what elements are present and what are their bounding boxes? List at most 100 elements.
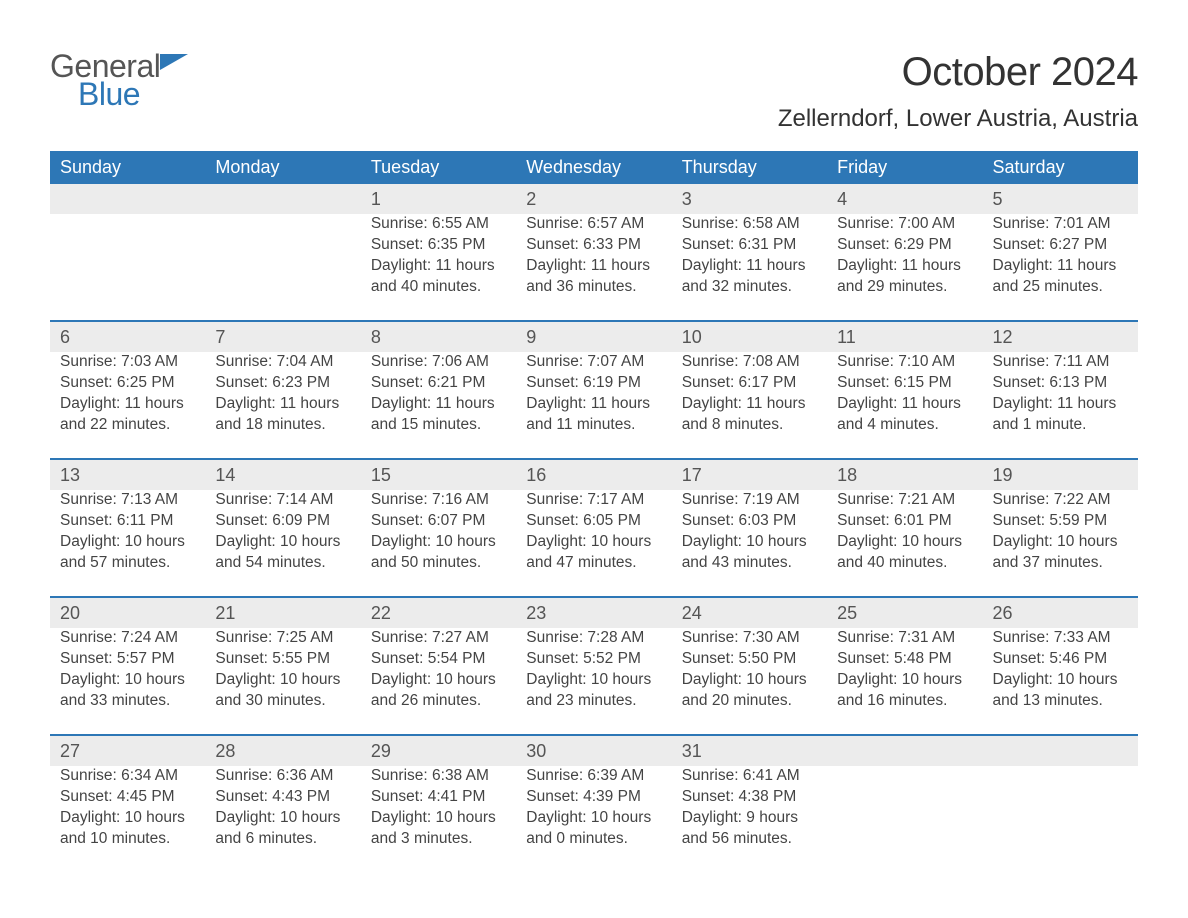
- day-info-line: Sunset: 5:50 PM: [682, 649, 817, 670]
- logo: General Blue: [50, 50, 188, 110]
- day-info-line: Daylight: 10 hours: [526, 808, 661, 829]
- day-number-cell: 1: [361, 184, 516, 214]
- day-header: Friday: [827, 151, 982, 184]
- day-number: 30: [526, 741, 546, 761]
- day-content-cell: Sunrise: 7:16 AMSunset: 6:07 PMDaylight:…: [361, 490, 516, 597]
- day-content-cell: Sunrise: 7:07 AMSunset: 6:19 PMDaylight:…: [516, 352, 671, 459]
- day-info-line: Sunset: 6:35 PM: [371, 235, 506, 256]
- day-number-cell: [983, 735, 1138, 766]
- day-info-line: Sunrise: 6:58 AM: [682, 214, 817, 235]
- day-info-line: and 8 minutes.: [682, 415, 817, 436]
- day-number-cell: 2: [516, 184, 671, 214]
- day-content-cell: Sunrise: 7:04 AMSunset: 6:23 PMDaylight:…: [205, 352, 360, 459]
- day-number-cell: 16: [516, 459, 671, 490]
- day-number: 31: [682, 741, 702, 761]
- day-number-cell: [205, 184, 360, 214]
- day-content-cell: [205, 214, 360, 321]
- day-info-line: Sunset: 6:07 PM: [371, 511, 506, 532]
- day-info-line: and 20 minutes.: [682, 691, 817, 712]
- day-number-row: 2728293031: [50, 735, 1138, 766]
- day-number-cell: 30: [516, 735, 671, 766]
- day-info-line: Sunrise: 6:41 AM: [682, 766, 817, 787]
- day-info-line: and 26 minutes.: [371, 691, 506, 712]
- day-header: Tuesday: [361, 151, 516, 184]
- day-info-line: Sunrise: 6:39 AM: [526, 766, 661, 787]
- day-info-line: Sunset: 5:59 PM: [993, 511, 1128, 532]
- day-info-line: Daylight: 11 hours: [837, 256, 972, 277]
- day-info-line: Sunrise: 7:33 AM: [993, 628, 1128, 649]
- day-info-line: and 22 minutes.: [60, 415, 195, 436]
- day-info-line: Sunset: 6:25 PM: [60, 373, 195, 394]
- day-info-line: Sunset: 5:46 PM: [993, 649, 1128, 670]
- day-number-cell: 28: [205, 735, 360, 766]
- day-info-line: Sunrise: 7:04 AM: [215, 352, 350, 373]
- day-header: Monday: [205, 151, 360, 184]
- day-number-cell: 18: [827, 459, 982, 490]
- day-content-cell: Sunrise: 6:34 AMSunset: 4:45 PMDaylight:…: [50, 766, 205, 872]
- day-info-line: Sunset: 6:03 PM: [682, 511, 817, 532]
- day-content-cell: [983, 766, 1138, 872]
- day-info-line: Sunrise: 7:03 AM: [60, 352, 195, 373]
- day-info-line: and 10 minutes.: [60, 829, 195, 850]
- day-content-cell: [50, 214, 205, 321]
- day-info-line: Sunset: 6:01 PM: [837, 511, 972, 532]
- day-number-cell: 4: [827, 184, 982, 214]
- day-info-line: Sunrise: 7:11 AM: [993, 352, 1128, 373]
- day-info-line: Daylight: 10 hours: [371, 532, 506, 553]
- day-info-line: Sunset: 4:39 PM: [526, 787, 661, 808]
- day-info-line: and 15 minutes.: [371, 415, 506, 436]
- day-info-line: and 47 minutes.: [526, 553, 661, 574]
- day-number-row: 20212223242526: [50, 597, 1138, 628]
- day-info-line: Sunset: 6:13 PM: [993, 373, 1128, 394]
- day-number-cell: 22: [361, 597, 516, 628]
- day-info-line: Sunrise: 7:13 AM: [60, 490, 195, 511]
- day-info-line: Daylight: 10 hours: [837, 532, 972, 553]
- day-info-line: Sunset: 6:27 PM: [993, 235, 1128, 256]
- day-content-cell: Sunrise: 7:21 AMSunset: 6:01 PMDaylight:…: [827, 490, 982, 597]
- day-info-line: and 16 minutes.: [837, 691, 972, 712]
- day-info-line: Daylight: 10 hours: [682, 670, 817, 691]
- day-number-cell: [50, 184, 205, 214]
- day-number: 8: [371, 327, 381, 347]
- day-number: 5: [993, 189, 1003, 209]
- day-number: 23: [526, 603, 546, 623]
- day-number-cell: 3: [672, 184, 827, 214]
- day-content-cell: Sunrise: 6:39 AMSunset: 4:39 PMDaylight:…: [516, 766, 671, 872]
- day-number-row: 6789101112: [50, 321, 1138, 352]
- day-info-line: Sunrise: 6:55 AM: [371, 214, 506, 235]
- day-number-cell: 6: [50, 321, 205, 352]
- day-info-line: Daylight: 10 hours: [371, 670, 506, 691]
- day-info-line: and 1 minute.: [993, 415, 1128, 436]
- day-number-cell: 13: [50, 459, 205, 490]
- day-info-line: Daylight: 10 hours: [215, 532, 350, 553]
- day-number: 27: [60, 741, 80, 761]
- day-number: 12: [993, 327, 1013, 347]
- day-info-line: and 50 minutes.: [371, 553, 506, 574]
- day-number-cell: 27: [50, 735, 205, 766]
- day-header: Sunday: [50, 151, 205, 184]
- day-number: 20: [60, 603, 80, 623]
- day-info-line: Daylight: 11 hours: [526, 394, 661, 415]
- day-info-line: Sunset: 4:41 PM: [371, 787, 506, 808]
- day-info-line: and 13 minutes.: [993, 691, 1128, 712]
- day-info-line: Sunset: 6:33 PM: [526, 235, 661, 256]
- day-header-row: Sunday Monday Tuesday Wednesday Thursday…: [50, 151, 1138, 184]
- day-content-cell: Sunrise: 7:19 AMSunset: 6:03 PMDaylight:…: [672, 490, 827, 597]
- day-number: 3: [682, 189, 692, 209]
- day-info-line: Sunrise: 7:08 AM: [682, 352, 817, 373]
- day-info-line: and 40 minutes.: [371, 277, 506, 298]
- day-number: 16: [526, 465, 546, 485]
- day-number-cell: 11: [827, 321, 982, 352]
- day-number: 24: [682, 603, 702, 623]
- day-content-cell: Sunrise: 7:24 AMSunset: 5:57 PMDaylight:…: [50, 628, 205, 735]
- day-number: 14: [215, 465, 235, 485]
- day-info-line: Daylight: 11 hours: [371, 256, 506, 277]
- day-content-cell: Sunrise: 7:08 AMSunset: 6:17 PMDaylight:…: [672, 352, 827, 459]
- day-info-line: Sunset: 6:31 PM: [682, 235, 817, 256]
- day-content-cell: Sunrise: 7:31 AMSunset: 5:48 PMDaylight:…: [827, 628, 982, 735]
- day-info-line: Daylight: 10 hours: [993, 532, 1128, 553]
- day-number: 11: [837, 327, 856, 347]
- day-number: 13: [60, 465, 80, 485]
- day-content-row: Sunrise: 7:13 AMSunset: 6:11 PMDaylight:…: [50, 490, 1138, 597]
- day-info-line: and 6 minutes.: [215, 829, 350, 850]
